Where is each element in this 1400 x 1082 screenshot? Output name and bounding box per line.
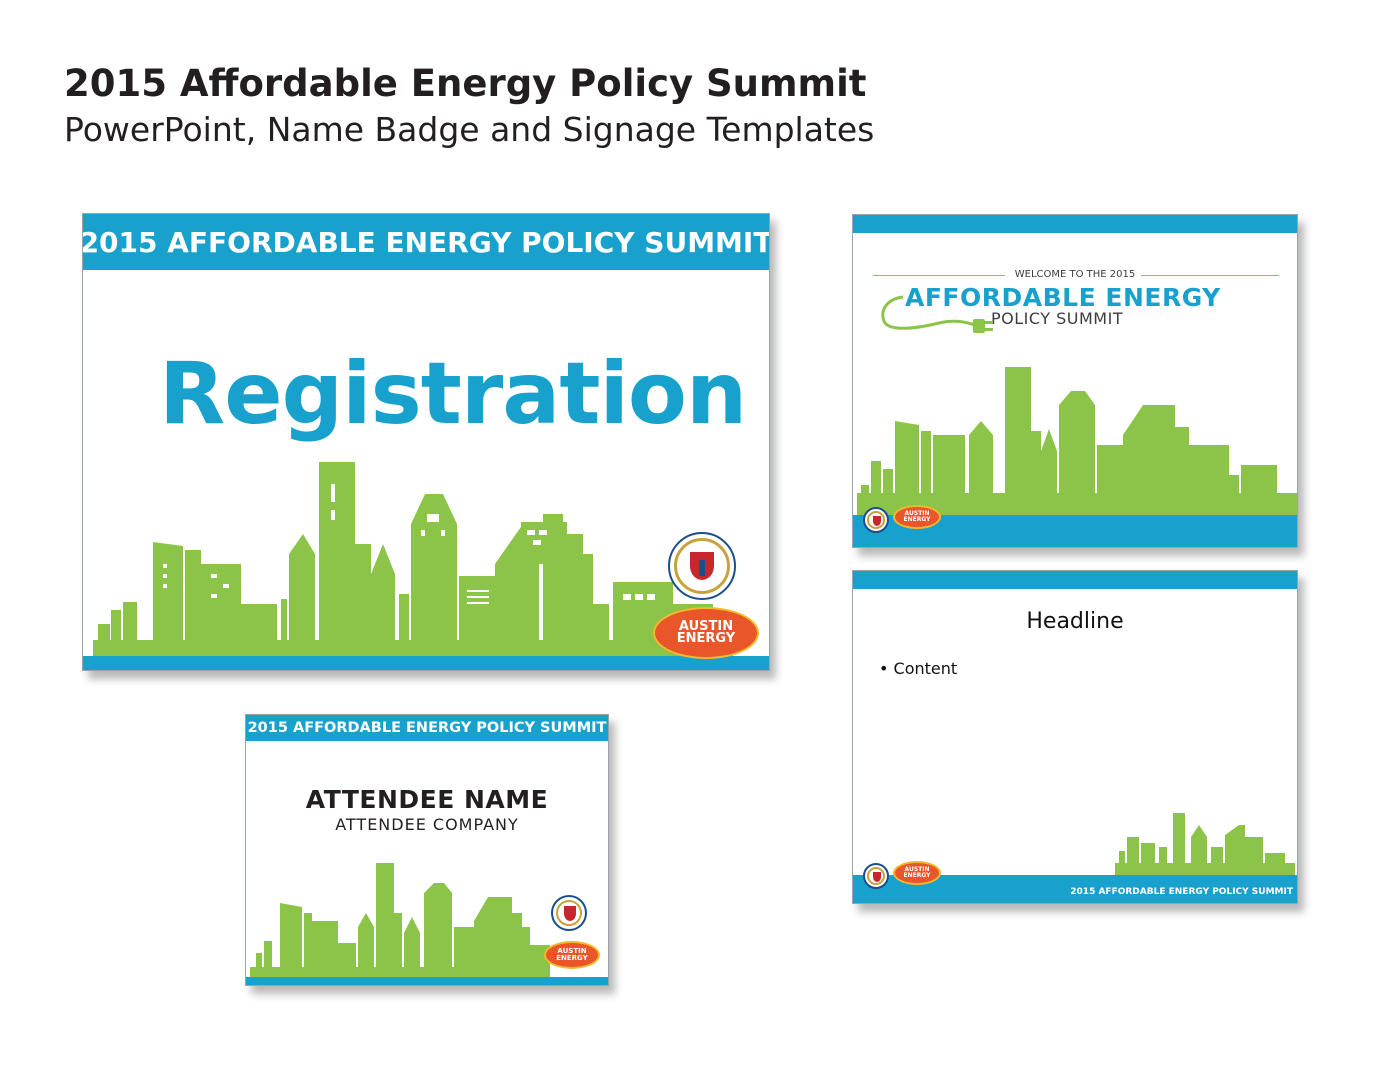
logo-line-2: ENERGY	[676, 631, 736, 646]
welcome-sub-text: POLICY SUMMIT	[991, 309, 1124, 328]
austin-energy-logo-icon: AUSTIN ENERGY	[893, 505, 941, 529]
slide-headline: Headline	[1026, 609, 1124, 634]
slide-footer-text: 2015 AFFORDABLE ENERGY POLICY SUMMIT	[1070, 887, 1293, 897]
welcome-small-text: WELCOME TO THE 2015	[1014, 269, 1136, 280]
registration-sign: 2015 AFFORDABLE ENERGY POLICY SUMMIT Reg…	[82, 213, 770, 671]
city-of-austin-seal-icon	[551, 895, 587, 931]
content-slide: Headline • Content 2015 AFFORDABLE ENERG…	[852, 570, 1298, 904]
austin-energy-logo-icon: AUSTIN ENERGY	[544, 941, 600, 969]
city-skyline-icon	[250, 863, 550, 981]
logo-line-1: AUSTIN	[557, 947, 587, 956]
city-of-austin-seal-icon	[668, 532, 736, 600]
badge-banner: 2015 AFFORDABLE ENERGY POLICY SUMMIT	[246, 715, 608, 741]
logo-line-1: AUSTIN	[904, 866, 930, 874]
logo-line-2: ENERGY	[903, 872, 931, 879]
welcome-big-text: AFFORDABLE ENERGY	[905, 283, 1221, 312]
logo-line-2: ENERGY	[556, 954, 588, 962]
slide-bullet-text: Content	[893, 659, 958, 678]
austin-energy-logo-icon: AUSTIN ENERGY	[893, 861, 941, 885]
attendee-name: ATTENDEE NAME	[305, 785, 549, 814]
page-title: 2015 Affordable Energy Policy Summit	[64, 62, 867, 105]
plug-cord-icon	[881, 295, 993, 333]
badge-bottom-stripe	[246, 977, 608, 985]
city-of-austin-seal-icon	[863, 507, 889, 533]
welcome-top-stripe	[853, 215, 1297, 233]
attendee-company: ATTENDEE COMPANY	[335, 815, 519, 834]
city-of-austin-seal-icon	[863, 863, 889, 889]
registration-bottom-stripe	[83, 656, 769, 670]
logo-line-1: AUSTIN	[904, 510, 930, 518]
city-skyline-icon	[93, 462, 733, 659]
welcome-slide: WELCOME TO THE 2015 AFFORDABLE ENERGY PO…	[852, 214, 1298, 548]
content-top-stripe	[853, 571, 1297, 589]
logo-line-1: AUSTIN	[678, 618, 734, 634]
city-skyline-icon	[857, 367, 1297, 515]
welcome-rule-left	[873, 275, 1005, 276]
page-subtitle: PowerPoint, Name Badge and Signage Templ…	[64, 110, 875, 149]
welcome-rule-right	[1141, 275, 1279, 276]
logo-line-2: ENERGY	[903, 516, 931, 523]
austin-energy-logo-icon: AUSTIN ENERGY	[653, 607, 759, 659]
city-skyline-icon	[1115, 813, 1295, 875]
registration-word: Registration	[159, 344, 747, 444]
slide-bullet: • Content	[879, 659, 958, 678]
registration-banner: 2015 AFFORDABLE ENERGY POLICY SUMMIT	[83, 214, 769, 270]
name-badge: 2015 AFFORDABLE ENERGY POLICY SUMMIT ATT…	[245, 714, 609, 986]
